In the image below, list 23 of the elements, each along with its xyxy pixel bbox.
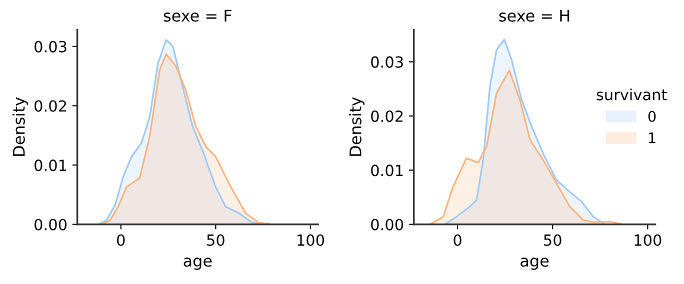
x-tick-label: 100: [298, 234, 324, 246]
x-tick-label: 50: [544, 234, 562, 246]
y-tick-label: 0.01: [371, 164, 403, 176]
legend-title: survivant: [596, 88, 667, 100]
y-axis-title: Density: [12, 97, 28, 156]
chart-title: sexe = H: [499, 10, 570, 22]
y-tick-label: 0.01: [34, 160, 66, 172]
y-axis-title: Density: [349, 97, 365, 156]
y-tick-label: 0.02: [34, 100, 66, 112]
y-tick-label: 0.03: [34, 40, 66, 52]
x-axis-title: age: [184, 258, 212, 270]
x-tick-label: 0: [454, 234, 462, 246]
y-tick-label: 0.00: [371, 218, 404, 230]
y-tick-label: 0.02: [371, 110, 403, 122]
legend-label: 1: [648, 132, 656, 144]
chart-title: sexe = F: [164, 10, 232, 22]
y-tick-label: 0.00: [34, 218, 67, 230]
y-tick-label: 0.03: [371, 56, 403, 68]
x-tick-label: 100: [634, 234, 662, 246]
x-tick-label: 50: [207, 234, 224, 246]
x-tick-label: 0: [117, 234, 125, 246]
x-axis-title: age: [520, 258, 549, 270]
legend-label: 0: [648, 110, 656, 122]
